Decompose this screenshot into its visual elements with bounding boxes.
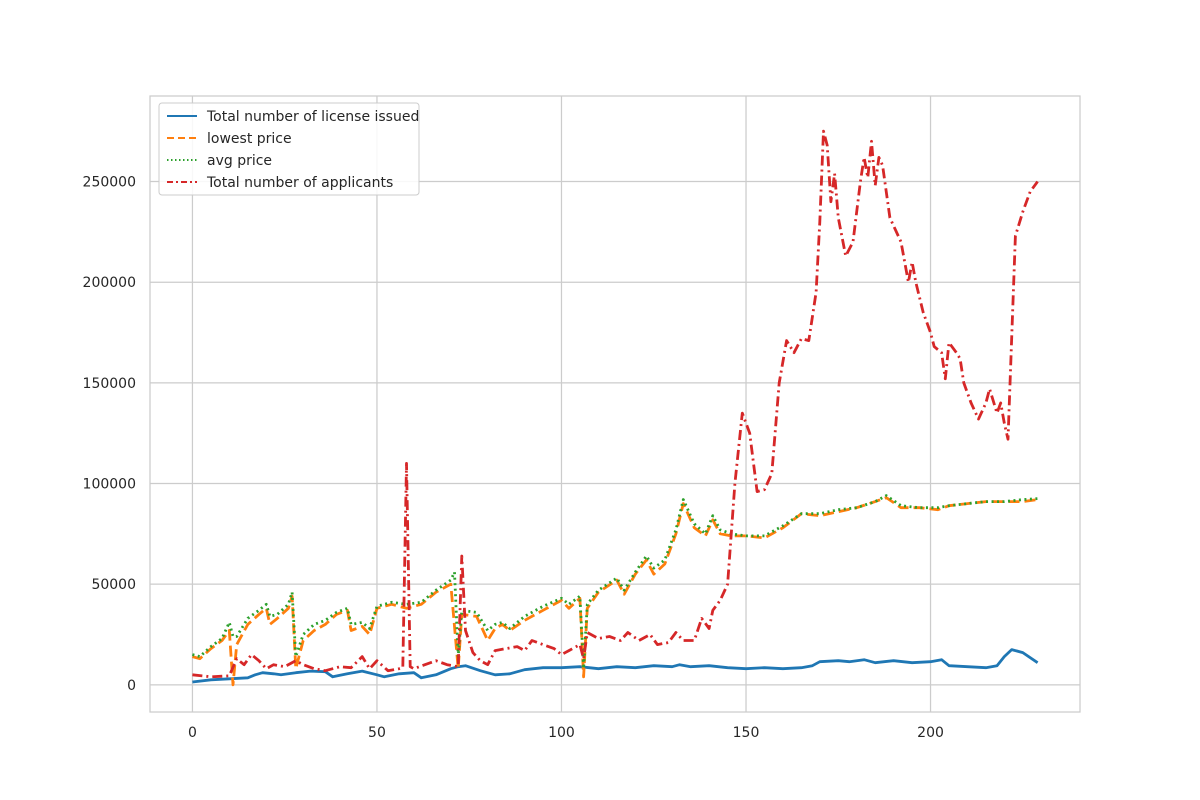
legend-licenses-issued-label: Total number of license issued (206, 109, 419, 125)
y-tick-label: 50000 (91, 577, 136, 593)
legend-lowest-price-label: lowest price (207, 131, 292, 147)
series-line-lowest-price (192, 496, 1038, 687)
y-tick-label: 0 (127, 678, 136, 694)
legend-box (158, 102, 420, 196)
x-tick-label: 150 (733, 725, 760, 741)
y-tick-label: 250000 (83, 175, 136, 191)
x-tick-label: 0 (188, 725, 197, 741)
series-lines (192, 129, 1039, 687)
x-tick-label: 50 (368, 725, 386, 741)
y-tick-label: 200000 (83, 275, 136, 291)
tick-labels: 0 50 100 150 200 0 50000 100000 150000 200000 2500… (83, 175, 944, 741)
legend: Total number of license issued lowest pri… (158, 102, 420, 196)
y-tick-label: 100000 (83, 477, 136, 493)
x-tick-label: 200 (917, 725, 944, 741)
y-tick-label: 150000 (83, 376, 136, 392)
plot-frame (149, 95, 1081, 713)
gridlines (150, 96, 1080, 712)
series-line-applicants (192, 129, 1039, 679)
legend-applicants-label: Total number of applicants (206, 175, 393, 191)
legend-avg-price-label: avg price (207, 153, 272, 169)
series-line-avg-price (192, 494, 1038, 671)
x-tick-label: 100 (548, 725, 575, 741)
